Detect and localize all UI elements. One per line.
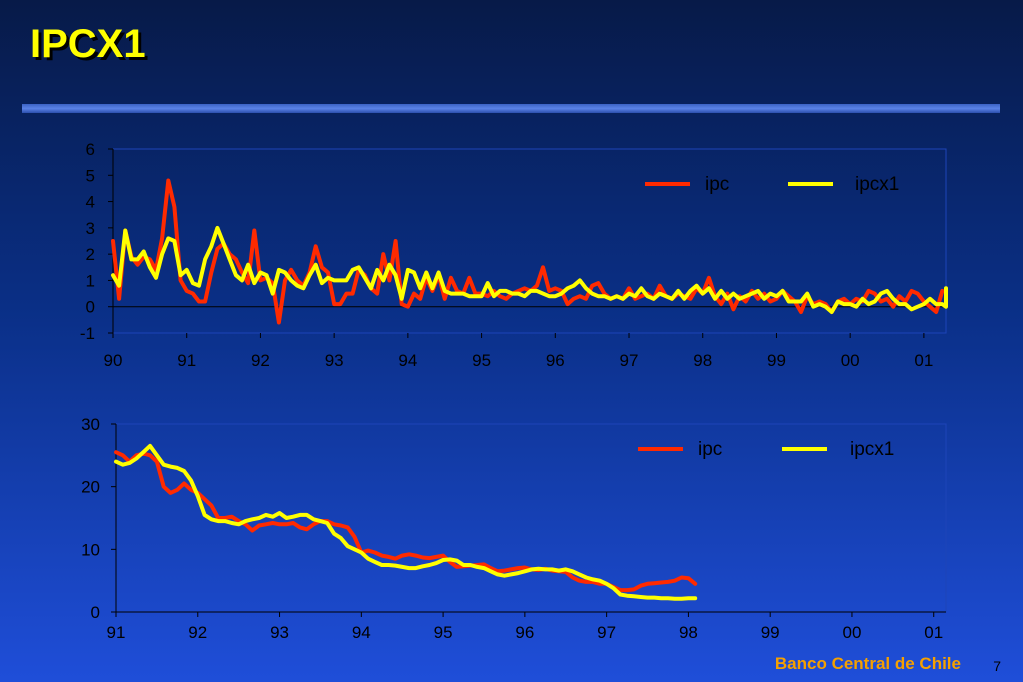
x-tick-label: 91 [107,623,126,642]
y-tick-label: 6 [86,140,95,159]
x-tick-label: 95 [434,623,453,642]
x-tick-label: 00 [842,623,861,642]
footer-organization: Banco Central de Chile [774,654,961,673]
x-tick-label: 96 [515,623,534,642]
x-tick-label: 93 [270,623,289,642]
y-tick-label: 3 [86,219,95,238]
x-tick-label: 91 [177,351,196,370]
series-line-ipcx1 [111,225,948,314]
y-tick-label: 2 [86,245,95,264]
x-tick-label: 96 [546,351,565,370]
y-tick-label: 10 [81,540,100,559]
x-tick-label: 99 [767,351,786,370]
x-tick-label: 92 [188,623,207,642]
x-tick-label: 98 [679,623,698,642]
y-tick-label: 20 [81,478,100,497]
series-line-ipc [114,450,698,593]
x-tick-label: 94 [398,351,417,370]
title-underline [22,104,1000,113]
x-tick-label: 90 [104,351,123,370]
legend-label-ipcx1: ipcx1 [855,174,899,195]
x-tick-label: 99 [761,623,780,642]
y-tick-label: 0 [86,298,95,317]
x-tick-label: 97 [597,623,616,642]
y-tick-label: -1 [80,324,95,343]
x-tick-label: 98 [693,351,712,370]
plot-area [115,423,947,613]
y-tick-label: 5 [86,166,95,185]
x-tick-label: 95 [472,351,491,370]
legend-label-ipc: ipc [705,174,729,195]
x-tick-label: 92 [251,351,270,370]
x-tick-label: 93 [325,351,344,370]
series-line-ipc [111,178,945,325]
x-tick-label: 94 [352,623,371,642]
legend-label-ipcx1: ipcx1 [850,439,894,460]
x-tick-label: 97 [620,351,639,370]
chart-annual-inflation: 0 10 20 30 91 92 93 94 95 96 97 98 99 00 01 ipc ipcx1 [81,415,947,642]
legend-label-ipc: ipc [698,439,722,460]
y-tick-label: 0 [91,603,100,622]
y-tick-label: 4 [86,193,95,212]
y-tick-label: 30 [81,415,100,434]
y-tick-label: 1 [86,271,95,290]
page-number: 7 [993,658,1001,674]
x-tick-label: 00 [841,351,860,370]
x-tick-label: 01 [914,351,933,370]
series-line-ipcx1 [114,443,698,601]
x-tick-label: 01 [924,623,943,642]
slide-title: IPCX1 [30,22,146,66]
